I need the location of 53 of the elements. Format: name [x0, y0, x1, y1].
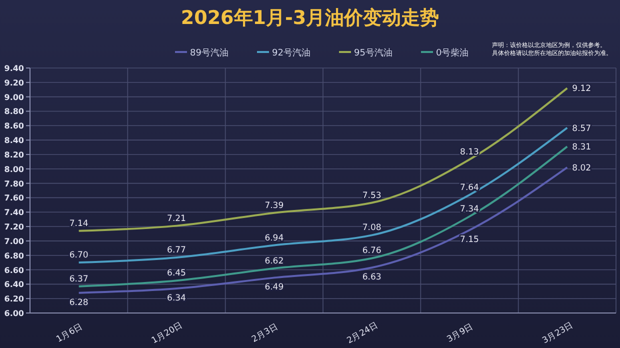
y-tick-label: 8.20 [4, 150, 24, 160]
data-label: 6.49 [264, 282, 284, 293]
data-label: 6.45 [167, 268, 186, 279]
data-label: 6.62 [264, 256, 284, 266]
y-tick-label: 8.40 [4, 136, 24, 146]
x-tick-label: 3月23日 [540, 320, 576, 346]
y-tick-label: 8.80 [4, 107, 24, 116]
data-label: 6.76 [362, 246, 382, 256]
data-label: 6.63 [362, 272, 382, 283]
data-label: 6.28 [69, 298, 88, 308]
data-label: 7.15 [460, 235, 479, 246]
y-tick-label: 7.20 [4, 222, 24, 232]
data-label: 7.53 [362, 190, 382, 201]
data-label: 7.21 [167, 214, 186, 224]
data-label: 7.34 [460, 204, 479, 214]
data-label: 6.37 [69, 274, 88, 284]
y-tick-label: 6.00 [4, 309, 24, 318]
x-tick-label: 3月9日 [446, 322, 476, 345]
y-tick-label: 9.20 [4, 78, 24, 88]
y-tick-label: 7.40 [4, 208, 24, 218]
y-tick-label: 7.00 [4, 236, 24, 246]
legend-label: 92号汽油 [272, 48, 310, 58]
x-tick-label: 1月20日 [150, 320, 185, 346]
data-label: 6.77 [167, 246, 186, 256]
y-tick-label: 8.00 [4, 164, 24, 174]
data-label: 8.13 [460, 148, 479, 158]
y-tick-label: 6.80 [4, 251, 24, 260]
y-tick-label: 7.60 [4, 194, 24, 203]
y-tick-label: 8.60 [4, 122, 24, 131]
legend-label: 0号柴油 [436, 48, 469, 58]
y-tick-label: 9.00 [4, 92, 24, 102]
y-tick-label: 9.40 [4, 64, 24, 73]
y-tick-label: 6.40 [4, 280, 24, 290]
data-label: 6.94 [264, 233, 284, 244]
data-label: 8.31 [572, 142, 592, 153]
chart-title: 2026年1月-3月油价变动走势 [180, 7, 440, 29]
y-tick-label: 6.60 [4, 266, 24, 275]
data-label: 7.08 [362, 223, 382, 234]
x-tick-label: 2月24日 [346, 320, 380, 346]
y-tick-label: 7.80 [4, 179, 24, 188]
legend-label: 89号汽油 [190, 48, 228, 58]
legend-label: 95号汽油 [354, 48, 392, 58]
data-label: 8.02 [572, 163, 592, 174]
data-label: 9.12 [572, 84, 592, 94]
data-label: 6.34 [167, 294, 186, 304]
x-tick-label: 2月3日 [250, 322, 280, 345]
data-label: 8.57 [572, 124, 592, 134]
data-label: 7.64 [460, 182, 479, 193]
data-label: 7.39 [264, 200, 284, 211]
x-tick-label: 1月6日 [54, 322, 85, 345]
data-label: 6.70 [69, 250, 88, 261]
data-label: 7.14 [69, 218, 88, 229]
y-tick-label: 6.20 [4, 294, 24, 304]
